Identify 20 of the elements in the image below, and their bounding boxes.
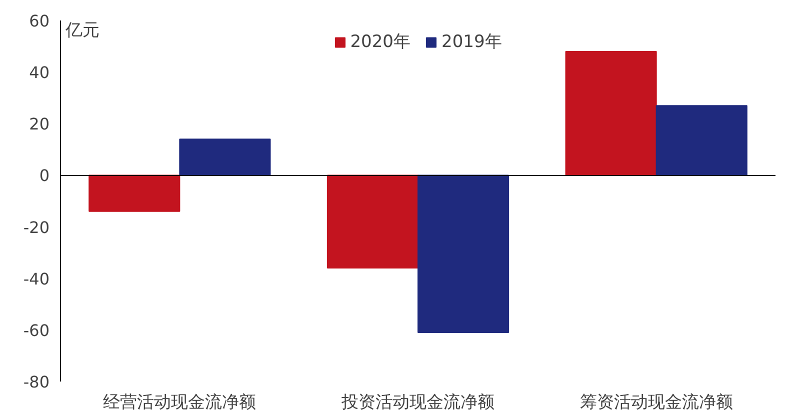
y-tick-label: 0 (39, 166, 50, 186)
bar (418, 174, 510, 334)
y-tick-label: 60 (29, 12, 50, 30)
x-tick-label: 筹资活动现金流净额 (580, 392, 733, 412)
y-tick-label: -60 (23, 320, 50, 340)
bar (565, 50, 657, 176)
y-tick-label: -20 (23, 218, 50, 237)
bar (179, 138, 271, 176)
legend-label: 2019年 (442, 31, 502, 53)
bar (88, 174, 180, 212)
bar (326, 174, 418, 269)
x-tick-label: 经营活动现金流净额 (103, 392, 256, 412)
x-tick-label: 投资活动现金流净额 (340, 392, 494, 412)
legend-label: 2020年 (350, 31, 410, 53)
bar (656, 105, 748, 176)
y-axis-title: 亿元 (64, 20, 100, 40)
y-tick-label: 40 (29, 63, 50, 82)
y-tick-label: -40 (23, 269, 50, 288)
y-tick-label: -80 (23, 372, 50, 392)
y-tick-label: 20 (29, 114, 50, 134)
